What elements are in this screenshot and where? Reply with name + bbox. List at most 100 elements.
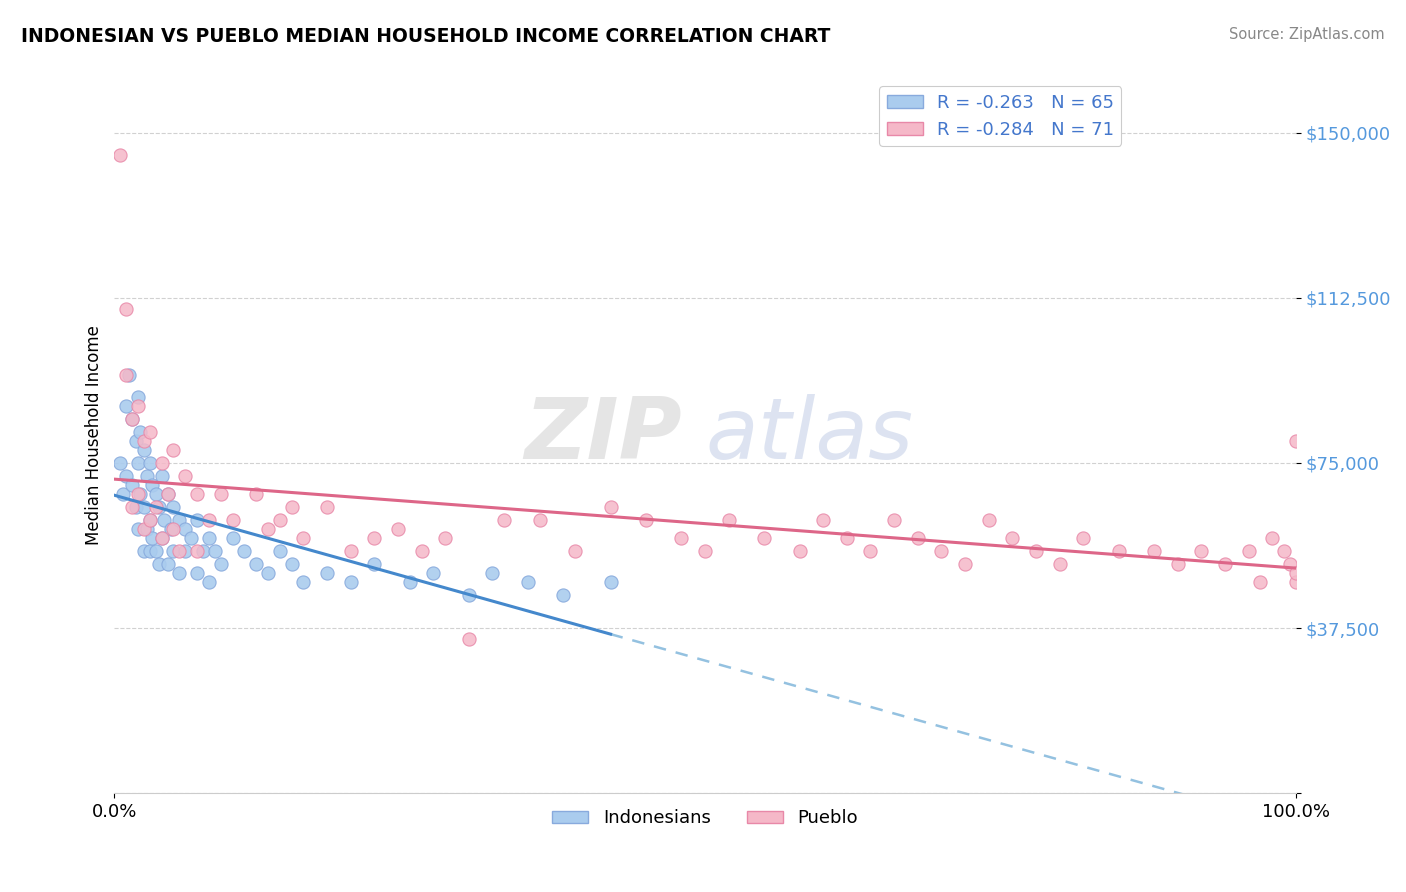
Point xyxy=(124,434,146,448)
Point xyxy=(363,531,385,545)
Point xyxy=(145,487,167,501)
Point xyxy=(115,399,138,413)
Point xyxy=(599,574,621,589)
Point xyxy=(953,558,976,572)
Point xyxy=(150,531,173,545)
Point xyxy=(174,469,197,483)
Point xyxy=(1025,544,1047,558)
Point xyxy=(363,558,385,572)
Point xyxy=(191,544,214,558)
Point xyxy=(434,531,457,545)
Point xyxy=(754,531,776,545)
Point xyxy=(162,442,184,457)
Point xyxy=(233,544,256,558)
Point xyxy=(1167,558,1189,572)
Point xyxy=(162,544,184,558)
Point xyxy=(977,513,1000,527)
Point xyxy=(398,574,420,589)
Point xyxy=(117,368,139,382)
Point xyxy=(1143,544,1166,558)
Point xyxy=(162,500,184,514)
Text: INDONESIAN VS PUEBLO MEDIAN HOUSEHOLD INCOME CORRELATION CHART: INDONESIAN VS PUEBLO MEDIAN HOUSEHOLD IN… xyxy=(21,27,831,45)
Point xyxy=(139,425,162,439)
Point xyxy=(1213,558,1236,572)
Point xyxy=(136,469,159,483)
Point xyxy=(180,531,202,545)
Point xyxy=(139,513,162,527)
Point xyxy=(422,566,444,580)
Point xyxy=(481,566,503,580)
Point xyxy=(156,487,179,501)
Point xyxy=(132,544,155,558)
Point xyxy=(127,522,149,536)
Point xyxy=(1261,531,1284,545)
Point xyxy=(169,566,191,580)
Text: atlas: atlas xyxy=(704,394,912,477)
Point xyxy=(1049,558,1071,572)
Point xyxy=(209,558,232,572)
Point xyxy=(121,412,143,426)
Point xyxy=(132,442,155,457)
Point xyxy=(245,558,267,572)
Point xyxy=(280,558,302,572)
Point xyxy=(121,500,143,514)
Point xyxy=(111,487,134,501)
Point xyxy=(316,566,339,580)
Point xyxy=(1285,574,1308,589)
Point xyxy=(1285,566,1308,580)
Point xyxy=(693,544,716,558)
Point xyxy=(115,301,138,316)
Text: ZIP: ZIP xyxy=(524,394,682,477)
Point xyxy=(110,456,132,470)
Point xyxy=(1237,544,1260,558)
Point xyxy=(198,574,221,589)
Point xyxy=(671,531,693,545)
Point xyxy=(529,513,551,527)
Point xyxy=(124,500,146,514)
Point xyxy=(174,544,197,558)
Point xyxy=(148,558,170,572)
Point xyxy=(269,513,291,527)
Point xyxy=(204,544,226,558)
Point xyxy=(186,487,208,501)
Point xyxy=(1189,544,1212,558)
Point xyxy=(136,522,159,536)
Point xyxy=(494,513,516,527)
Legend: Indonesians, Pueblo: Indonesians, Pueblo xyxy=(546,802,865,834)
Point xyxy=(257,522,280,536)
Point xyxy=(245,487,267,501)
Point xyxy=(457,588,479,602)
Point xyxy=(156,558,179,572)
Point xyxy=(132,522,155,536)
Point xyxy=(127,390,149,404)
Point xyxy=(150,531,173,545)
Point xyxy=(139,544,162,558)
Point xyxy=(1278,558,1301,572)
Point xyxy=(516,574,538,589)
Point xyxy=(859,544,882,558)
Point xyxy=(1272,544,1295,558)
Point xyxy=(186,566,208,580)
Point xyxy=(292,574,315,589)
Point xyxy=(129,425,152,439)
Point xyxy=(339,574,361,589)
Point xyxy=(110,147,132,161)
Point xyxy=(717,513,740,527)
Point xyxy=(1108,544,1130,558)
Point xyxy=(148,500,170,514)
Point xyxy=(132,500,155,514)
Point xyxy=(160,522,183,536)
Point xyxy=(387,522,409,536)
Point xyxy=(339,544,361,558)
Point xyxy=(316,500,339,514)
Point xyxy=(221,531,243,545)
Point xyxy=(156,487,179,501)
Point xyxy=(150,469,173,483)
Point xyxy=(198,531,221,545)
Point xyxy=(269,544,291,558)
Point xyxy=(457,632,479,647)
Point xyxy=(115,469,138,483)
Point xyxy=(292,531,315,545)
Point xyxy=(257,566,280,580)
Point xyxy=(1285,434,1308,448)
